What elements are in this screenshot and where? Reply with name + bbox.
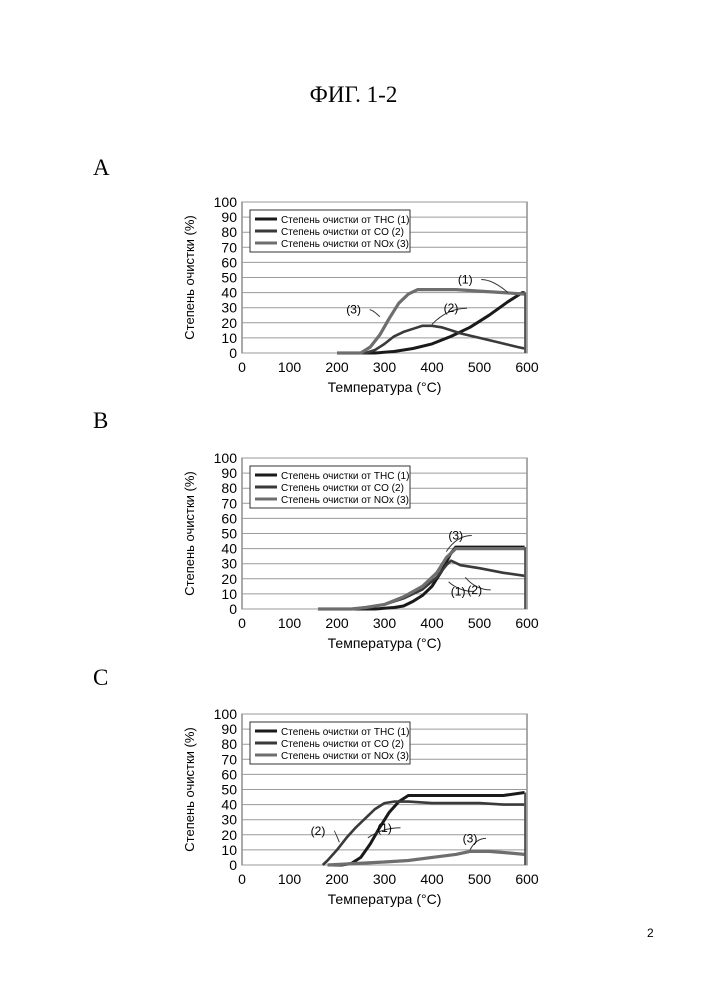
x-axis-label: Температура (°C) bbox=[328, 635, 442, 651]
x-tick-label: 100 bbox=[278, 359, 302, 375]
y-tick-label: 100 bbox=[214, 194, 238, 210]
y-tick-label: 0 bbox=[229, 857, 237, 873]
y-tick-label: 100 bbox=[214, 450, 238, 466]
x-tick-label: 400 bbox=[420, 871, 444, 887]
x-tick-label: 500 bbox=[468, 359, 492, 375]
x-tick-label: 400 bbox=[420, 359, 444, 375]
y-tick-label: 100 bbox=[214, 706, 238, 722]
y-tick-label: 30 bbox=[221, 812, 237, 828]
x-tick-label: 0 bbox=[238, 359, 246, 375]
x-tick-label: 300 bbox=[373, 871, 397, 887]
y-tick-label: 70 bbox=[221, 495, 237, 511]
y-tick-label: 60 bbox=[221, 510, 237, 526]
y-tick-label: 40 bbox=[221, 541, 237, 557]
y-tick-label: 40 bbox=[221, 797, 237, 813]
legend-label-1: Степень очистки от THC (1) bbox=[281, 471, 409, 482]
series-label-1: (1) bbox=[377, 821, 392, 835]
x-tick-label: 100 bbox=[278, 871, 302, 887]
x-axis-label: Температура (°C) bbox=[328, 379, 442, 395]
x-tick-label: 0 bbox=[238, 615, 246, 631]
panel-letter-c: C bbox=[93, 665, 108, 691]
legend-label-2: Степень очистки от CO (2) bbox=[281, 483, 404, 494]
y-tick-label: 10 bbox=[221, 586, 237, 602]
legend-label-2: Степень очистки от CO (2) bbox=[281, 227, 404, 238]
x-tick-label: 200 bbox=[325, 359, 349, 375]
chart-a: 0102030405060708090100010020030040050060… bbox=[0, 190, 707, 410]
x-tick-label: 0 bbox=[238, 871, 246, 887]
y-axis-label: Степень очистки (%) bbox=[182, 727, 197, 851]
page-number: 2 bbox=[647, 926, 654, 940]
y-tick-label: 30 bbox=[221, 556, 237, 572]
series-label-3: (3) bbox=[346, 303, 361, 317]
y-tick-label: 50 bbox=[221, 782, 237, 798]
y-tick-label: 90 bbox=[221, 209, 237, 225]
y-axis-label: Степень очистки (%) bbox=[182, 471, 197, 595]
x-tick-label: 200 bbox=[325, 615, 349, 631]
y-tick-label: 0 bbox=[229, 601, 237, 617]
y-tick-label: 30 bbox=[221, 300, 237, 316]
y-tick-label: 10 bbox=[221, 842, 237, 858]
series-label-2: (2) bbox=[311, 824, 326, 838]
y-tick-label: 80 bbox=[221, 736, 237, 752]
y-tick-label: 60 bbox=[221, 254, 237, 270]
figure-title: ФИГ. 1-2 bbox=[0, 82, 707, 108]
y-tick-label: 20 bbox=[221, 827, 237, 843]
y-tick-label: 70 bbox=[221, 239, 237, 255]
series-label-3: (3) bbox=[463, 831, 478, 845]
y-tick-label: 80 bbox=[221, 480, 237, 496]
x-tick-label: 600 bbox=[515, 871, 539, 887]
series-label-1: (1) bbox=[451, 584, 466, 598]
x-tick-label: 100 bbox=[278, 615, 302, 631]
y-tick-label: 60 bbox=[221, 766, 237, 782]
y-tick-label: 40 bbox=[221, 285, 237, 301]
y-tick-label: 70 bbox=[221, 751, 237, 767]
y-tick-label: 90 bbox=[221, 465, 237, 481]
series-label-2: (2) bbox=[467, 583, 482, 597]
x-tick-label: 500 bbox=[468, 615, 492, 631]
y-tick-label: 80 bbox=[221, 224, 237, 240]
legend-label-2: Степень очистки от CO (2) bbox=[281, 739, 404, 750]
y-tick-label: 50 bbox=[221, 526, 237, 542]
y-axis-label: Степень очистки (%) bbox=[182, 215, 197, 339]
x-tick-label: 300 bbox=[373, 359, 397, 375]
x-tick-label: 600 bbox=[515, 359, 539, 375]
y-tick-label: 0 bbox=[229, 345, 237, 361]
legend-label-1: Степень очистки от THC (1) bbox=[281, 727, 409, 738]
legend-label-1: Степень очистки от THC (1) bbox=[281, 215, 409, 226]
series-label-2: (2) bbox=[444, 301, 459, 315]
x-tick-label: 300 bbox=[373, 615, 397, 631]
y-tick-label: 10 bbox=[221, 330, 237, 346]
legend-label-3: Степень очистки от NOx (3) bbox=[281, 751, 409, 762]
y-tick-label: 20 bbox=[221, 571, 237, 587]
x-tick-label: 600 bbox=[515, 615, 539, 631]
panel-letter-b: B bbox=[93, 408, 108, 434]
legend-label-3: Степень очистки от NOx (3) bbox=[281, 239, 409, 250]
y-tick-label: 20 bbox=[221, 315, 237, 331]
series-label-1: (1) bbox=[458, 273, 473, 287]
series-label-3: (3) bbox=[448, 529, 463, 543]
x-tick-label: 400 bbox=[420, 615, 444, 631]
x-axis-label: Температура (°C) bbox=[328, 891, 442, 907]
legend-label-3: Степень очистки от NOx (3) bbox=[281, 495, 409, 506]
y-tick-label: 90 bbox=[221, 721, 237, 737]
x-tick-label: 500 bbox=[468, 871, 492, 887]
chart-c: 0102030405060708090100010020030040050060… bbox=[0, 702, 707, 922]
panel-letter-a: A bbox=[93, 155, 110, 181]
chart-b: 0102030405060708090100010020030040050060… bbox=[0, 446, 707, 666]
y-tick-label: 50 bbox=[221, 270, 237, 286]
x-tick-label: 200 bbox=[325, 871, 349, 887]
